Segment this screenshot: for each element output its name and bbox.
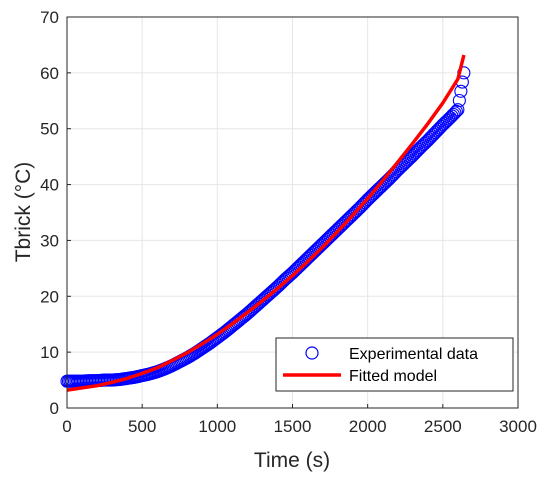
y-tick-label: 40 — [40, 176, 59, 195]
y-tick-label: 10 — [40, 343, 59, 362]
y-tick-label: 30 — [40, 231, 59, 250]
experimental-data-point — [454, 84, 468, 98]
legend-marker-experimental — [305, 346, 319, 360]
x-tick-label: 1000 — [198, 417, 236, 436]
y-tick-label: 20 — [40, 287, 59, 306]
y-tick-label: 0 — [50, 399, 59, 418]
x-tick-label: 2000 — [349, 417, 387, 436]
experimental-data-point — [446, 107, 460, 121]
x-tick-label: 3000 — [499, 417, 537, 436]
series-layer — [60, 54, 471, 392]
y-tick-label: 50 — [40, 120, 59, 139]
x-tick-label: 500 — [128, 417, 156, 436]
experimental-data-point — [448, 106, 462, 120]
y-tick-label: 70 — [40, 8, 59, 27]
legend: Experimental data Fitted model — [275, 337, 514, 392]
ticks: 0 500 1000 1500 2000 2500 3000 0 10 20 30 40 50 60 70 — [40, 8, 537, 436]
experimental-data-point — [452, 93, 466, 108]
experimental-data-point — [451, 103, 465, 117]
x-axis-title: Time (s) — [254, 449, 330, 472]
legend-label-fitted: Fitted model — [349, 368, 437, 385]
y-axis-title: Tbrick (°C) — [12, 162, 35, 263]
legend-box — [275, 337, 514, 392]
x-tick-label: 0 — [62, 417, 71, 436]
y-tick-label: 60 — [40, 64, 59, 83]
x-tick-label: 2500 — [424, 417, 462, 436]
x-tick-label: 1500 — [274, 417, 312, 436]
fitted-model-line — [66, 54, 466, 392]
legend-label-experimental: Experimental data — [349, 346, 478, 363]
